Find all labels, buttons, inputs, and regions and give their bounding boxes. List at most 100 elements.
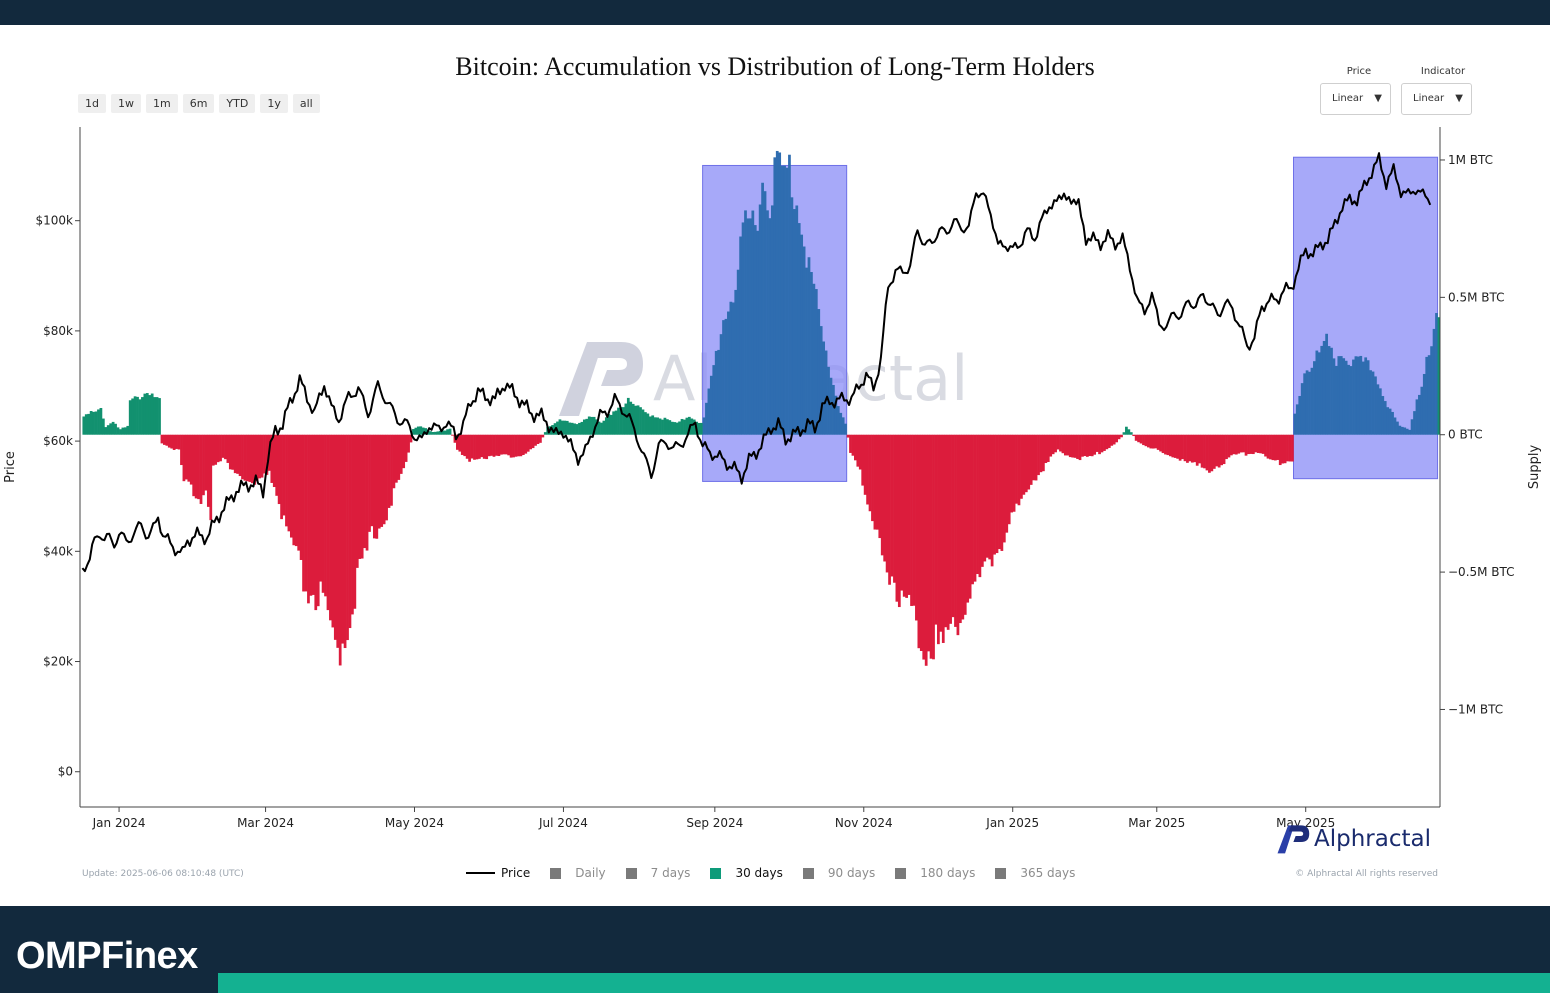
alphractal-logo-text: Alphractal [1314,826,1431,852]
supply-bar [773,157,777,435]
supply-bar [1320,345,1324,435]
axes: $0 $20k $40k $60k $80k $100k 1M BTC 0.5M BTC 0 B… [36,127,1515,830]
supply-bar [1215,434,1219,467]
supply-bar [1425,356,1429,435]
supply-bar [260,434,264,478]
indicator-scale-dropdown[interactable]: Linear ▼ [1401,83,1472,115]
supply-bar [355,434,359,568]
legend-item-365-days[interactable]: 365 days [995,866,1075,880]
supply-bar [988,434,992,560]
supply-bar [1303,373,1307,435]
supply-bar [1242,434,1245,453]
supply-bar [758,204,762,435]
range-button-1w[interactable]: 1w [110,94,141,113]
supply-bar [1237,434,1241,454]
range-button-1y[interactable]: 1y [260,94,288,113]
supply-bar [780,165,784,435]
supply-bar [434,431,437,435]
alphractal-logo: Alphractal [1276,823,1431,855]
supply-bar [321,434,325,593]
legend-item-daily[interactable]: Daily [550,866,606,880]
supply-bar [1039,434,1043,473]
supply-bar [653,417,657,435]
supply-bar [101,418,105,435]
supply-bar [131,398,135,435]
supply-bar [385,434,388,521]
supply-bar [314,434,318,611]
supply-bar [446,429,449,435]
supply-bar [424,428,428,435]
supply-bar [1120,434,1123,438]
price-scale-dropdown[interactable]: Linear ▼ [1320,83,1391,115]
supply-bar [844,423,847,435]
supply-bar [1208,434,1211,473]
supply-bar [248,434,252,482]
supply-bar [397,434,401,480]
supply-bar [206,434,210,507]
supply-bar [1364,357,1368,435]
supply-bar [204,434,208,491]
range-button-1m[interactable]: 1m [145,94,178,113]
supply-bar [1156,434,1160,450]
supply-bar [519,434,523,457]
supply-bar [912,434,916,606]
supply-bar [1002,434,1006,543]
legend-item-price[interactable]: Price [466,866,530,880]
supply-bar [1374,376,1377,435]
legend-label: 90 days [827,866,876,880]
range-button-ytd[interactable]: YTD [219,94,256,113]
supply-bar [170,434,174,449]
range-selector: 1d 1w 1m 6m YTD 1y all [78,94,320,113]
supply-bar [1005,434,1009,533]
legend-item-180-days[interactable]: 180 days [895,866,975,880]
supply-bar [148,395,152,435]
supply-bar [1200,434,1204,468]
supply-bar [192,434,196,497]
supply-bar [216,434,220,463]
supply-bar [499,434,503,455]
range-button-1d[interactable]: 1d [78,94,106,113]
supply-bar [1376,384,1380,435]
supply-bar [231,434,235,470]
legend-item-30-days[interactable]: 30 days [710,866,783,880]
supply-bar [1322,341,1326,435]
supply-bar [753,225,757,435]
supply-bar [224,434,227,460]
supply-bar [905,434,909,598]
supply-bar [1230,434,1233,456]
supply-bar [92,411,95,435]
supply-bar [109,423,113,435]
supply-bar [475,434,479,460]
supply-bar [1271,434,1275,461]
supply-bar [1054,434,1057,453]
supply-bar [1266,434,1270,459]
supply-bar [731,302,735,435]
supply-bar [607,414,611,435]
supply-bar [1305,370,1309,435]
legend-swatch [895,867,907,879]
supply-bar [163,434,166,445]
range-button-6m[interactable]: 6m [182,94,215,113]
supply-bar [311,434,315,595]
supply-bar [165,434,169,446]
supply-bar [1137,434,1140,443]
supply-bar [517,434,520,457]
range-button-all[interactable]: all [292,94,320,113]
legend-item-7-days[interactable]: 7 days [625,866,690,880]
supply-bar [739,236,742,435]
supply-bar [707,388,711,435]
legend-item-90-days[interactable]: 90 days [802,866,876,880]
supply-bar [858,434,862,470]
supply-bar [927,434,930,652]
supply-bar [792,209,796,435]
supply-bar [197,434,200,500]
supply-bar [563,420,567,435]
supply-bar [175,434,178,449]
supply-bar [1371,371,1375,435]
supply-bar [485,434,489,460]
supply-bar [1308,371,1311,435]
supply-bar [1359,355,1363,435]
supply-bar [951,434,955,618]
supply-bar [1032,434,1035,481]
supply-bar [404,434,408,462]
